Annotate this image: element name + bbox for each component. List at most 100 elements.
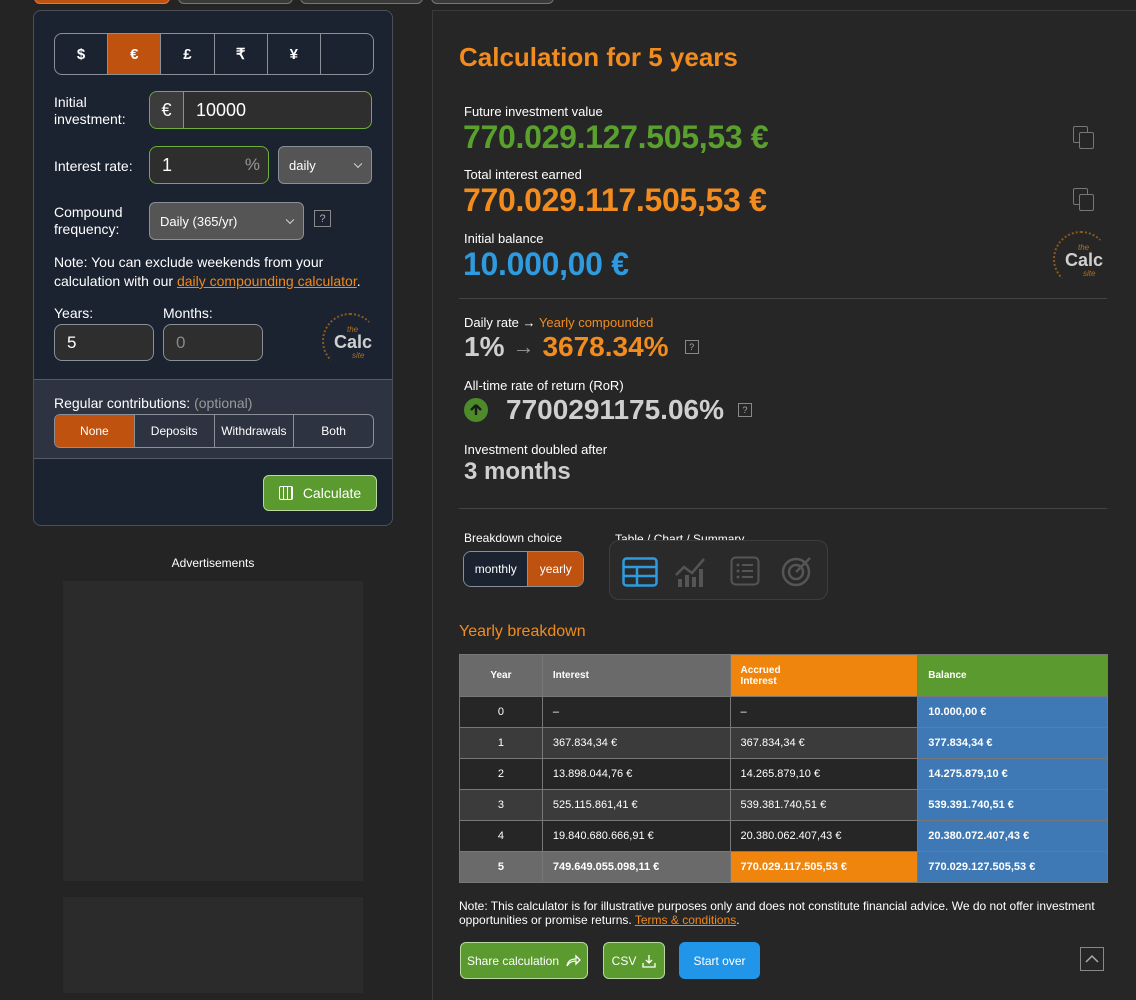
percent-sign: %: [244, 155, 260, 174]
year-header: Year: [459, 654, 543, 697]
divider: [459, 298, 1107, 299]
interest-rate-field[interactable]: 1 %: [149, 146, 269, 184]
breakdown-title: Yearly breakdown: [459, 623, 586, 640]
disclaimer: Note: This calculator is for illustrativ…: [459, 899, 1095, 927]
table-header-row: Year Interest Accrued Interest Balance: [459, 654, 1108, 697]
compound-help-icon[interactable]: ?: [314, 210, 331, 227]
target-icon[interactable]: [780, 554, 814, 588]
doubled-label: Investment doubled after: [464, 442, 608, 457]
contrib-both-button[interactable]: Both: [321, 424, 346, 438]
initial-balance-label: Initial balance: [464, 231, 544, 246]
share-calculation-button[interactable]: Share calculation: [460, 942, 588, 979]
rate-values: 1% → 3678.34% ?: [464, 331, 699, 363]
terms-link[interactable]: Terms & conditions: [634, 913, 737, 927]
initial-investment-label: Initial investment:: [54, 94, 126, 127]
months-label: Months:: [163, 305, 213, 321]
arrow-up-icon: [464, 398, 488, 422]
top-tab-2[interactable]: [178, 0, 293, 4]
accrued-interest-header: Accrued Interest: [729, 654, 919, 697]
rate-help-icon[interactable]: ?: [684, 340, 699, 354]
summary-list-icon[interactable]: [730, 556, 760, 586]
interest-header: Interest: [541, 654, 731, 697]
breakdown-choice-label: Breakdown choice: [464, 531, 563, 545]
currency-symbol: €: [150, 92, 184, 128]
doubled-value: 3 months: [464, 458, 571, 485]
calculator-form-card: $ € £ ₹ ¥ Initial investment: € 10000 Int…: [33, 10, 393, 526]
ror-help-icon[interactable]: ?: [738, 403, 752, 417]
compound-frequency-select[interactable]: Daily (365/yr): [149, 202, 304, 240]
contributions-label: Regular contributions: (optional): [54, 395, 253, 411]
top-tab-1[interactable]: [34, 0, 170, 4]
start-over-button[interactable]: Start over: [679, 942, 760, 979]
chart-view-icon[interactable]: [674, 555, 710, 587]
daily-compounding-link[interactable]: daily compounding calculator: [176, 273, 357, 289]
top-tab-3[interactable]: [300, 0, 423, 4]
divider: [459, 508, 1107, 509]
interest-rate-input[interactable]: 1: [162, 154, 173, 175]
initial-balance-value: 10.000,00 €: [463, 246, 629, 282]
arrow-right-icon: →: [512, 334, 535, 359]
compound-frequency-value: Daily (365/yr): [160, 213, 238, 229]
total-interest-label: Total interest earned: [464, 167, 582, 182]
currency-other-button[interactable]: [321, 34, 373, 74]
chevron-up-icon: [1085, 954, 1099, 963]
calculate-button[interactable]: Calculate: [263, 475, 377, 511]
ror-values: 7700291175.06% ?: [464, 394, 752, 426]
yearly-rate: 3678.34%: [542, 331, 669, 362]
calc-site-logo: the Calc site: [1053, 231, 1109, 287]
currency-usd-button[interactable]: $: [55, 34, 109, 74]
balance-header: Balance: [917, 654, 1108, 697]
ads-label: Advertisements: [171, 556, 255, 570]
rate-period-select[interactable]: daily: [278, 146, 372, 184]
breakdown-choice-toggle: monthly yearly: [463, 551, 584, 587]
contrib-none-button[interactable]: None: [55, 415, 135, 447]
table-row: 2 13.898.044,76 €14.265.879,10 €14.275.87…: [459, 758, 1108, 790]
compound-frequency-label: Compound frequency:: [54, 204, 123, 237]
rate-period-value: daily: [289, 157, 316, 173]
future-value-label: Future investment value: [464, 104, 603, 119]
ad-slot-2[interactable]: [63, 897, 363, 993]
currency-eur-button[interactable]: €: [108, 34, 162, 74]
breakdown-table: Year Interest Accrued Interest Balance 0–…: [459, 654, 1108, 883]
currency-jpy-button[interactable]: ¥: [268, 34, 321, 74]
csv-download-button[interactable]: CSV: [603, 942, 665, 979]
results-panel: Calculation for 5 years Future investmen…: [432, 10, 1136, 1000]
regular-contributions-section: Regular contributions: (optional) None D…: [34, 379, 392, 459]
ad-slot-1[interactable]: [63, 581, 363, 881]
rate-label: Daily rate → Yearly compounded: [464, 315, 654, 330]
calc-site-logo: the Calc site: [322, 313, 378, 369]
initial-investment-input[interactable]: 10000: [196, 99, 247, 120]
calculator-icon: [278, 486, 293, 500]
currency-gbp-button[interactable]: £: [161, 34, 215, 74]
currency-inr-button[interactable]: ₹: [215, 34, 268, 74]
contributions-selector: None Deposits Withdrawals Both: [54, 414, 374, 448]
table-row: 4 19.840.680.666,91 €20.380.062.407,43 €2…: [459, 820, 1108, 852]
table-row: 0– –10.000,00 €: [459, 696, 1108, 728]
yearly-button[interactable]: yearly: [528, 552, 583, 586]
table-view-icon[interactable]: [622, 557, 658, 587]
view-mode-selector: [609, 540, 828, 600]
chevron-down-icon: [353, 159, 363, 169]
monthly-button[interactable]: monthly: [464, 552, 529, 586]
years-label: Years:: [54, 305, 94, 321]
table-row-total: 5 749.649.055.098,11 €770.029.117.505,53 …: [459, 851, 1108, 883]
ror-label: All-time rate of return (RoR): [464, 378, 624, 393]
table-row: 3 525.115.861,41 €539.381.740,51 €539.391…: [459, 789, 1108, 821]
daily-rate: 1%: [464, 331, 505, 362]
contrib-deposits-button[interactable]: Deposits: [135, 415, 215, 447]
initial-investment-field[interactable]: € 10000: [149, 91, 372, 129]
share-icon: [566, 953, 581, 966]
copy-icon[interactable]: [1073, 126, 1094, 149]
years-input[interactable]: 5: [54, 324, 154, 361]
copy-icon[interactable]: [1073, 188, 1094, 211]
currency-selector: $ € £ ₹ ¥: [54, 33, 374, 75]
contrib-withdrawals-button[interactable]: Withdrawals: [215, 415, 295, 447]
months-input[interactable]: 0: [163, 324, 263, 361]
scroll-top-button[interactable]: [1080, 947, 1104, 971]
download-icon: [642, 954, 656, 968]
results-title: Calculation for 5 years: [459, 42, 738, 72]
top-tab-4[interactable]: [431, 0, 554, 4]
ror-value: 7700291175.06%: [506, 394, 724, 425]
total-interest-value: 770.029.117.505,53 €: [463, 182, 767, 218]
interest-rate-label: Interest rate:: [54, 158, 133, 174]
